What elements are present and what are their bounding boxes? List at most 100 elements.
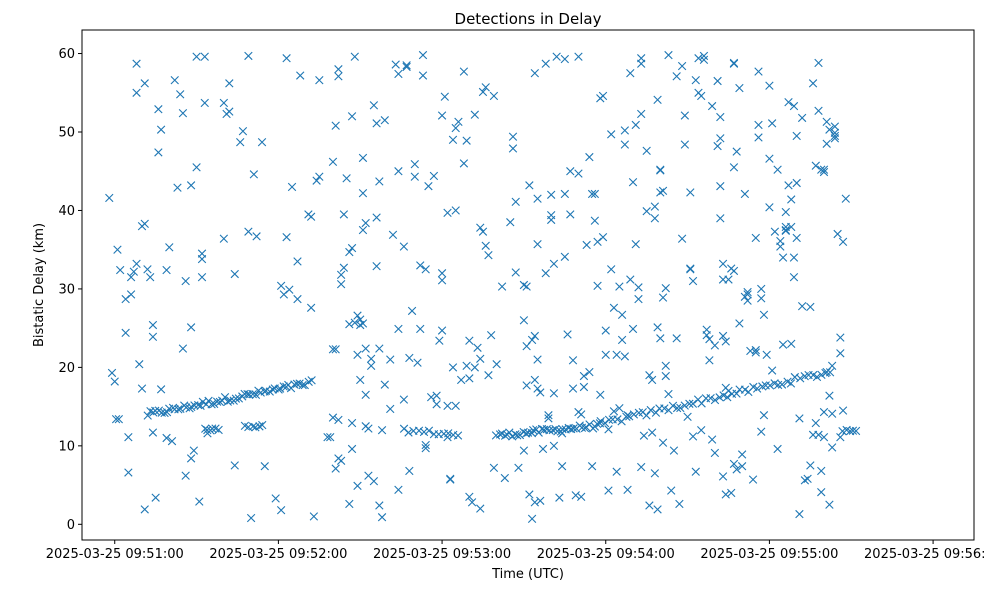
data-point-marker xyxy=(137,384,147,393)
data-point-marker xyxy=(754,133,763,142)
data-point-marker xyxy=(306,212,316,221)
data-point-marker xyxy=(538,444,548,454)
data-point-marker xyxy=(143,265,152,274)
data-point-marker xyxy=(148,320,158,330)
data-point-marker xyxy=(607,130,616,139)
data-point-marker xyxy=(797,301,807,311)
data-point-marker xyxy=(848,426,858,435)
data-point-marker xyxy=(437,276,447,285)
data-point-marker xyxy=(833,229,842,239)
data-point-marker xyxy=(336,456,346,465)
data-point-marker xyxy=(331,464,340,473)
data-point-marker xyxy=(192,52,201,61)
data-point-marker xyxy=(827,443,837,452)
data-point-marker xyxy=(506,218,515,227)
data-point-marker xyxy=(827,361,837,371)
data-point-marker xyxy=(549,259,559,269)
data-point-marker xyxy=(418,71,428,80)
data-point-marker xyxy=(686,264,695,273)
data-point-marker xyxy=(566,167,575,176)
data-point-marker xyxy=(609,303,619,312)
data-point-marker xyxy=(762,350,771,360)
data-point-marker xyxy=(544,414,553,423)
data-point-marker xyxy=(806,461,815,470)
data-point-marker xyxy=(757,294,766,303)
data-point-marker xyxy=(522,282,531,291)
data-point-marker xyxy=(664,50,673,60)
data-point-marker xyxy=(686,188,695,197)
data-point-marker xyxy=(615,282,624,291)
data-point-marker xyxy=(548,425,558,435)
data-point-marker xyxy=(631,240,640,249)
data-point-marker xyxy=(465,374,474,383)
data-point-marker xyxy=(773,165,782,174)
data-point-marker xyxy=(653,505,662,514)
data-point-marker xyxy=(688,276,698,286)
data-point-marker xyxy=(339,263,349,272)
data-point-marker xyxy=(781,207,790,217)
data-point-marker xyxy=(167,436,177,446)
data-point-marker xyxy=(140,79,149,88)
data-point-marker xyxy=(612,467,621,476)
data-point-marker xyxy=(566,210,575,219)
data-point-marker xyxy=(732,389,741,398)
data-point-marker xyxy=(628,324,638,334)
data-point-marker xyxy=(629,410,639,419)
data-point-marker xyxy=(519,446,529,455)
data-point-marker xyxy=(765,203,774,212)
data-point-marker xyxy=(350,318,359,327)
data-point-marker xyxy=(328,413,338,422)
data-point-marker xyxy=(819,407,829,417)
data-point-marker xyxy=(691,467,700,476)
data-point-marker xyxy=(230,461,239,470)
data-point-marker xyxy=(668,401,678,410)
x-axis-label: Time (UTC) xyxy=(491,567,564,582)
data-point-marker xyxy=(154,105,163,114)
data-point-marker xyxy=(489,463,499,473)
x-axis: 2025-03-25 09:51:00 2025-03-25 09:52:00 20… xyxy=(46,540,985,562)
data-point-marker xyxy=(631,120,640,130)
data-point-marker xyxy=(511,268,520,277)
data-point-marker xyxy=(135,360,144,369)
data-point-marker xyxy=(677,234,687,243)
data-point-marker xyxy=(525,490,534,499)
data-point-marker xyxy=(777,380,787,389)
data-point-marker xyxy=(361,390,370,400)
data-point-marker xyxy=(642,207,651,216)
data-point-marker xyxy=(126,272,136,282)
data-point-marker xyxy=(528,425,538,435)
data-point-marker xyxy=(620,140,630,149)
data-point-marker xyxy=(339,210,349,219)
data-point-marker xyxy=(590,189,600,199)
data-point-marker xyxy=(364,424,373,433)
data-point-marker xyxy=(486,331,496,340)
data-point-marker xyxy=(620,352,630,361)
data-point-marker xyxy=(345,320,354,329)
data-point-marker xyxy=(323,433,332,442)
data-point-marker xyxy=(555,493,564,502)
data-point-marker xyxy=(334,65,343,74)
data-point-marker xyxy=(817,487,826,497)
data-point-marker xyxy=(672,72,681,81)
data-point-marker xyxy=(347,418,357,428)
data-point-marker xyxy=(156,385,166,394)
data-point-marker xyxy=(132,88,141,97)
data-point-marker xyxy=(151,493,160,502)
data-point-marker xyxy=(735,319,744,328)
data-point-marker xyxy=(757,284,766,294)
data-point-marker xyxy=(729,266,739,276)
data-point-marker xyxy=(650,202,660,211)
data-point-marker xyxy=(723,393,732,402)
data-point-marker xyxy=(328,345,338,354)
data-point-marker xyxy=(661,283,670,293)
data-point-marker xyxy=(577,410,586,419)
data-point-marker xyxy=(792,131,801,141)
data-point-marker xyxy=(358,189,368,198)
data-point-marker xyxy=(664,389,673,399)
data-point-marker xyxy=(705,356,714,365)
data-point-marker xyxy=(729,459,739,469)
data-point-marker xyxy=(200,98,209,108)
data-point-marker xyxy=(716,214,725,223)
data-point-marker xyxy=(642,411,651,420)
data-point-marker xyxy=(140,219,149,228)
